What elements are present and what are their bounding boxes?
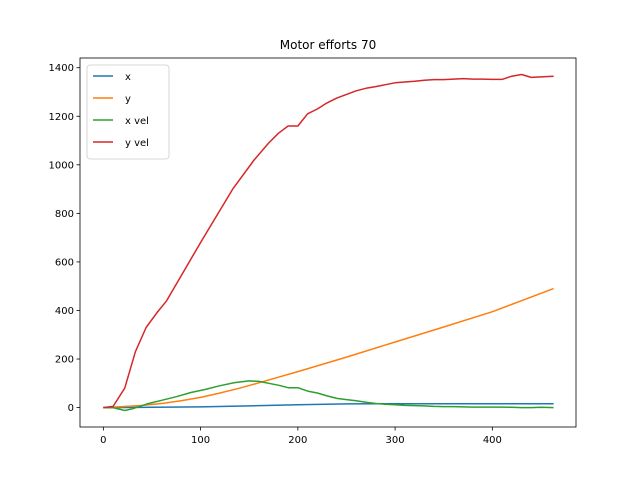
x-tick-label: 400: [483, 435, 502, 446]
x-tick-label: 300: [386, 435, 405, 446]
y-tick-label: 0: [68, 403, 74, 414]
series-line-x-vel: [103, 380, 554, 412]
plot-area: 0 100 200 300 400 0 200 400 600 800 1000 1200 1400: [49, 57, 577, 446]
y-tick-label: 800: [55, 209, 74, 220]
x-tick-label: 0: [100, 435, 106, 446]
series-line-y-vel: [103, 73, 554, 409]
chart-title: Motor efforts 70: [280, 38, 376, 52]
legend-label: y vel: [125, 138, 149, 149]
y-tick-label: 1400: [49, 63, 74, 74]
y-tick-label: 200: [55, 355, 74, 366]
y-tick-label: 400: [55, 306, 74, 317]
y-tick-label: 600: [55, 257, 74, 268]
axes-frame: [79, 57, 577, 428]
legend-label: y: [125, 94, 131, 105]
y-tick-label: 1200: [49, 112, 74, 123]
legend-label: x vel: [125, 116, 149, 127]
series-line-y: [103, 287, 554, 409]
legend-label: x: [125, 72, 131, 83]
legend-box: [86, 64, 170, 160]
legend: xy x vel y vel: [86, 64, 170, 160]
y-tick-label: 1000: [49, 160, 74, 171]
series-line-x: [103, 402, 554, 409]
x-tick-label: 200: [288, 435, 307, 446]
x-tick-label: 100: [191, 435, 210, 446]
